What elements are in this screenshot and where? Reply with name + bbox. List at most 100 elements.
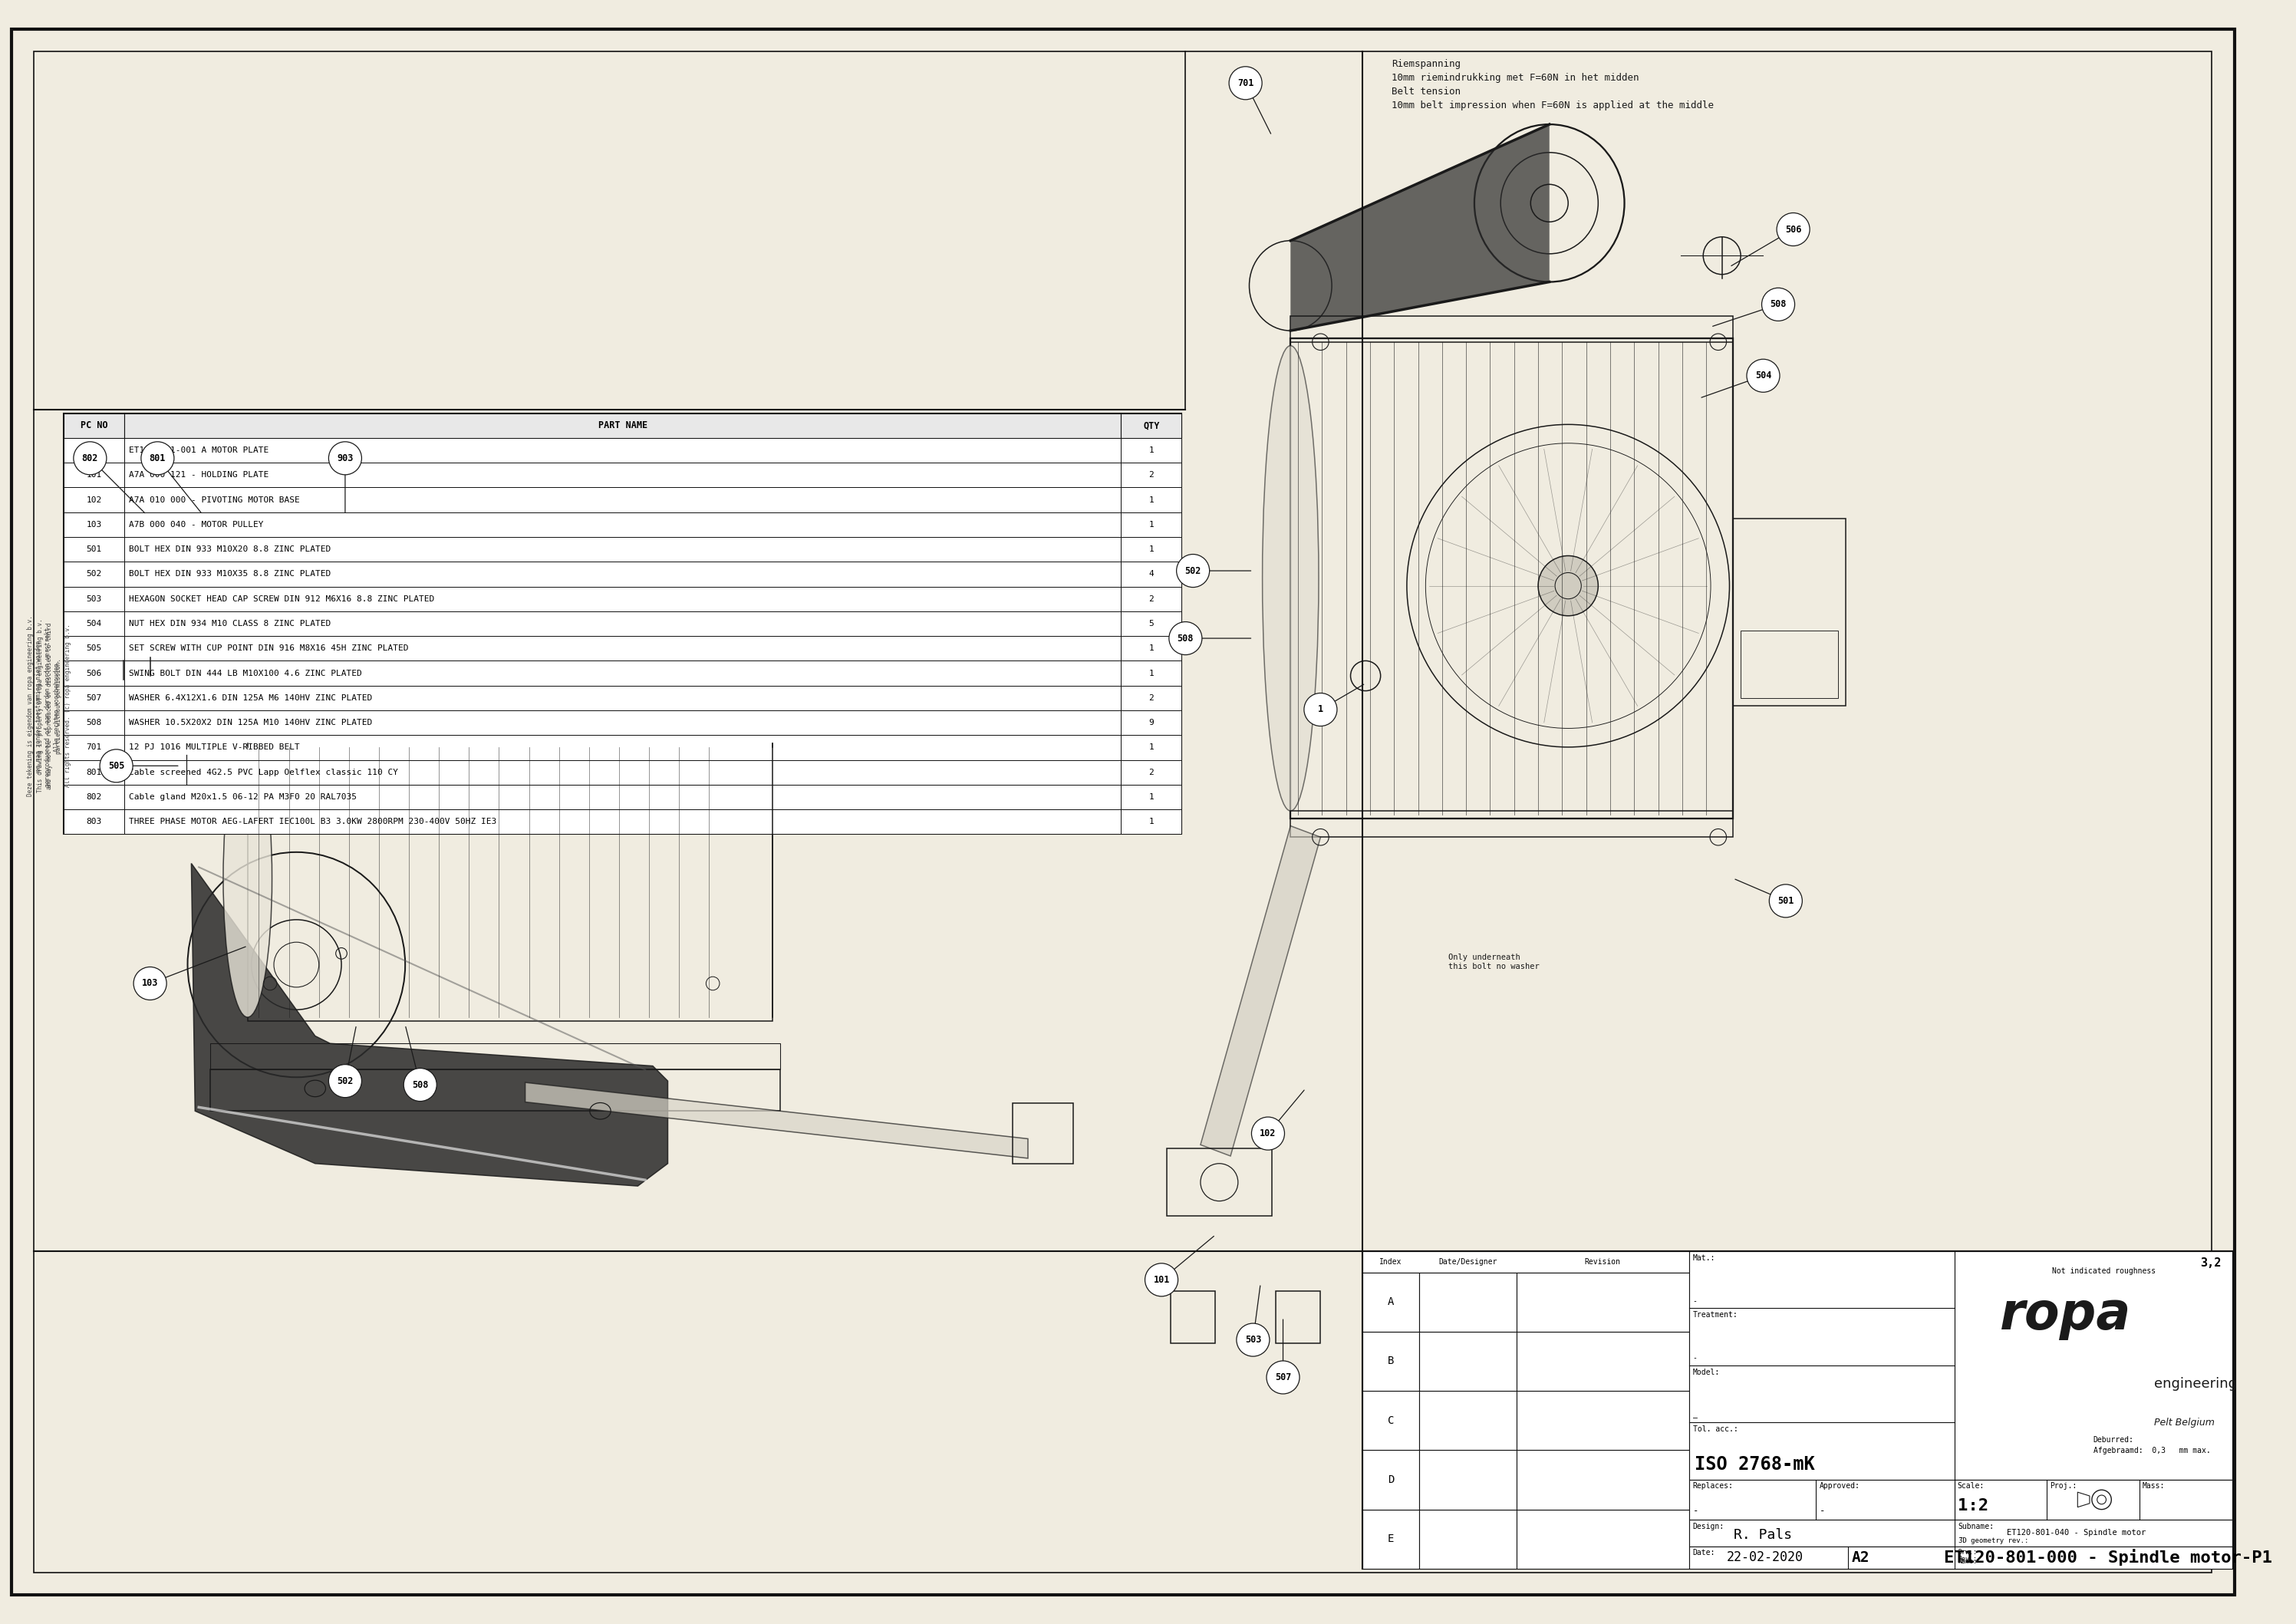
- Bar: [1954, 1252, 2232, 1479]
- Text: 508: 508: [87, 719, 101, 726]
- Bar: [124, 809, 1120, 835]
- Bar: [64, 760, 124, 784]
- Text: Drw.:: Drw.:: [1958, 1549, 1977, 1556]
- Text: 503: 503: [1244, 1335, 1261, 1345]
- Text: 502: 502: [338, 1077, 354, 1086]
- Text: Mat.:: Mat.:: [1692, 1254, 1715, 1262]
- Text: 1: 1: [1148, 447, 1155, 455]
- Text: 501: 501: [1777, 896, 1793, 906]
- Text: -: -: [1692, 1354, 1697, 1361]
- Bar: [1120, 512, 1182, 538]
- Text: Treatment:: Treatment:: [1692, 1311, 1738, 1319]
- Bar: [1733, 518, 1846, 706]
- Bar: [1120, 736, 1182, 760]
- Text: A: A: [1387, 1296, 1394, 1307]
- Text: 103: 103: [87, 521, 101, 528]
- Bar: [124, 611, 1120, 637]
- Circle shape: [1777, 213, 1809, 245]
- Text: A2: A2: [1853, 1551, 1869, 1564]
- Text: 3D geometry rev.:: 3D geometry rev.:: [1958, 1536, 2027, 1544]
- Circle shape: [1238, 1324, 1270, 1356]
- Bar: [124, 685, 1120, 710]
- Bar: [1120, 463, 1182, 487]
- Text: 507: 507: [1274, 1372, 1290, 1382]
- Text: WASHER 10.5X20X2 DIN 125A M10 140HV ZINC PLATED: WASHER 10.5X20X2 DIN 125A M10 140HV ZINC…: [129, 719, 372, 726]
- Text: 102: 102: [1261, 1129, 1277, 1138]
- Bar: [1120, 538, 1182, 562]
- Bar: [1290, 810, 1733, 836]
- Bar: [124, 586, 1120, 611]
- Bar: [64, 412, 1182, 835]
- Bar: [64, 586, 124, 611]
- Bar: [1120, 586, 1182, 611]
- Bar: [64, 463, 124, 487]
- Text: Model:: Model:: [1692, 1369, 1720, 1376]
- Text: 2: 2: [1148, 471, 1155, 479]
- Bar: [124, 538, 1120, 562]
- Text: 1: 1: [92, 447, 96, 455]
- Bar: [211, 1070, 781, 1111]
- Bar: [64, 710, 124, 736]
- Text: THREE PHASE MOTOR AEG-LAFERT IEC100L B3 3.0KW 2800RPM 230-400V 50HZ IE3: THREE PHASE MOTOR AEG-LAFERT IEC100L B3 …: [129, 818, 496, 825]
- Text: 9: 9: [1148, 719, 1155, 726]
- Bar: [1419, 1332, 1515, 1390]
- Text: 503: 503: [87, 594, 101, 603]
- Bar: [1120, 637, 1182, 661]
- Circle shape: [328, 1064, 363, 1098]
- Text: 506: 506: [87, 669, 101, 677]
- Bar: [1690, 1479, 2232, 1520]
- Bar: [64, 809, 124, 835]
- Text: 501: 501: [87, 546, 101, 554]
- Bar: [124, 784, 1120, 809]
- Text: 1: 1: [1148, 669, 1155, 677]
- Text: This drawing is property of ropa engineering b.v.
and may not be reproduced or d: This drawing is property of ropa enginee…: [37, 619, 71, 793]
- Text: 22-02-2020: 22-02-2020: [1727, 1551, 1802, 1564]
- Text: ET120-801-040 - Spindle motor: ET120-801-040 - Spindle motor: [2007, 1530, 2147, 1536]
- Polygon shape: [191, 864, 668, 1186]
- Text: -: -: [1818, 1505, 1825, 1517]
- Text: Only underneath
this bolt no washer: Only underneath this bolt no washer: [1449, 953, 1538, 971]
- Bar: [64, 736, 124, 760]
- Bar: [1120, 412, 1182, 438]
- Text: 5: 5: [1148, 620, 1155, 627]
- Bar: [1362, 1332, 1419, 1390]
- Text: WASHER 6.4X12X1.6 DIN 125A M6 140HV ZINC PLATED: WASHER 6.4X12X1.6 DIN 125A M6 140HV ZINC…: [129, 693, 372, 702]
- Circle shape: [404, 1069, 436, 1101]
- Text: 701: 701: [1238, 78, 1254, 88]
- Bar: [124, 562, 1120, 586]
- Text: SET SCREW WITH CUP POINT DIN 916 M8X16 45H ZINC PLATED: SET SCREW WITH CUP POINT DIN 916 M8X16 4…: [129, 645, 409, 653]
- Ellipse shape: [223, 739, 271, 1017]
- Circle shape: [1169, 622, 1203, 654]
- Text: A7B 000 040 - MOTOR PULLEY: A7B 000 040 - MOTOR PULLEY: [129, 521, 264, 528]
- Text: Subname:: Subname:: [1958, 1523, 1995, 1530]
- Bar: [64, 784, 124, 809]
- Circle shape: [1176, 554, 1210, 588]
- Bar: [1362, 1252, 2232, 1569]
- Text: 801: 801: [149, 453, 165, 463]
- Text: Proj.:: Proj.:: [2050, 1483, 2078, 1491]
- Bar: [124, 512, 1120, 538]
- Text: Name:: Name:: [1958, 1557, 1977, 1566]
- Bar: [1515, 1390, 1690, 1450]
- Polygon shape: [1201, 827, 1320, 1156]
- Text: 508: 508: [1770, 299, 1786, 310]
- Bar: [124, 438, 1120, 463]
- Bar: [64, 538, 124, 562]
- Text: Riemspanning
10mm riemindrukking met F=60N in het midden
Belt tension
10mm belt : Riemspanning 10mm riemindrukking met F=6…: [1391, 58, 1715, 110]
- Text: 507: 507: [87, 693, 101, 702]
- Text: QTY: QTY: [1143, 421, 1159, 430]
- Bar: [1120, 562, 1182, 586]
- Bar: [64, 611, 124, 637]
- Text: ET120-801-001 A MOTOR PLATE: ET120-801-001 A MOTOR PLATE: [129, 447, 269, 455]
- Text: BOLT HEX DIN 933 M10X35 8.8 ZINC PLATED: BOLT HEX DIN 933 M10X35 8.8 ZINC PLATED: [129, 570, 331, 578]
- Text: 506: 506: [1784, 224, 1802, 234]
- Polygon shape: [526, 1083, 1029, 1158]
- Bar: [1419, 1272, 1515, 1332]
- Bar: [1120, 710, 1182, 736]
- Text: A7A 010 000 - PIVOTING MOTOR BASE: A7A 010 000 - PIVOTING MOTOR BASE: [129, 495, 301, 503]
- Bar: [1740, 630, 1839, 698]
- Text: Cable screened 4G2.5 PVC Lapp Oelflex classic 110 CY: Cable screened 4G2.5 PVC Lapp Oelflex cl…: [129, 768, 397, 776]
- Text: 2: 2: [1148, 594, 1155, 603]
- Text: Revision: Revision: [1584, 1259, 1621, 1265]
- Text: _: _: [1692, 1411, 1697, 1419]
